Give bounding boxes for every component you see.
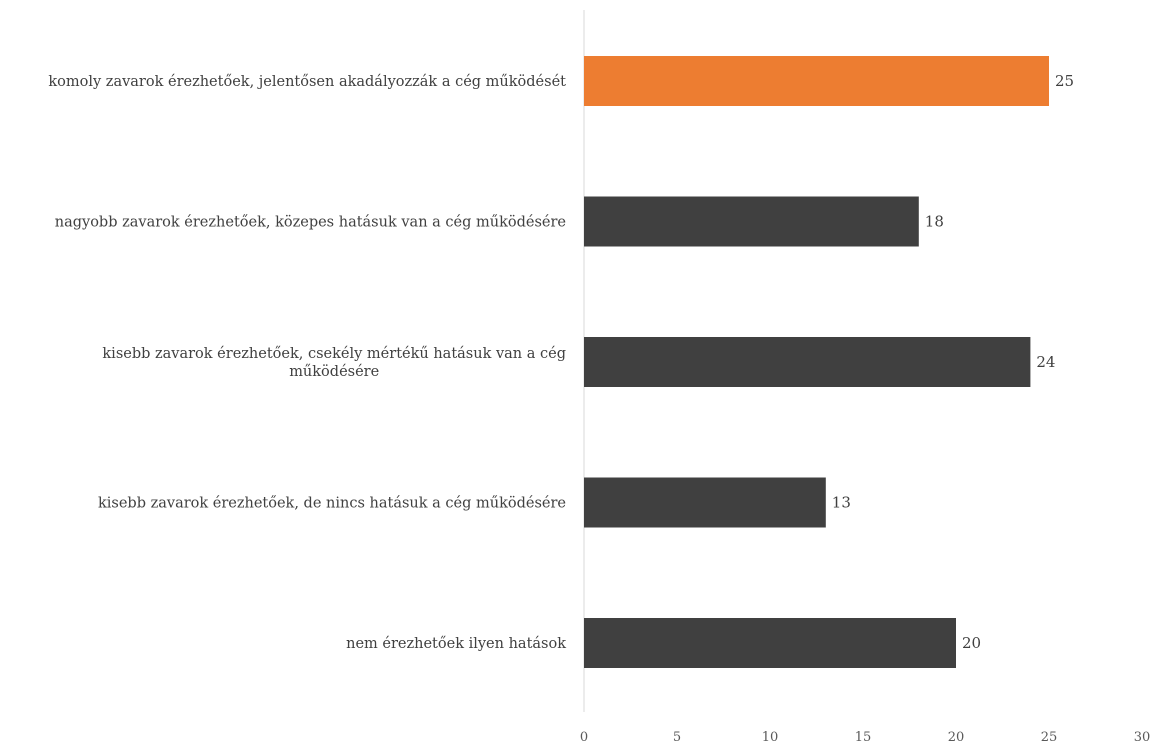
category-label-line: kisebb zavarok érezhetőek, de nincs hatá…	[98, 496, 566, 512]
category-label-2: nagyobb zavarok érezhetőek, közepes hatá…	[55, 215, 566, 231]
bar-1	[584, 56, 1049, 106]
value-label-3: 24	[1036, 353, 1055, 371]
bar-3	[584, 337, 1031, 387]
value-label-2: 18	[925, 213, 944, 231]
x-tick-label-0: 0	[580, 730, 588, 745]
value-label-1: 25	[1055, 72, 1074, 90]
category-label-line: nagyobb zavarok érezhetőek, közepes hatá…	[55, 215, 566, 231]
x-tick-label-10: 10	[762, 730, 779, 745]
category-label-line: működésére	[289, 364, 379, 380]
bar-2	[584, 196, 919, 247]
category-label-line: nem érezhetőek ilyen hatások	[346, 636, 566, 652]
x-tick-label-5: 5	[673, 730, 681, 745]
value-label-5: 20	[962, 634, 981, 652]
category-label-line: kisebb zavarok érezhetőek, csekély mérté…	[102, 346, 566, 362]
bar-4	[584, 477, 826, 528]
x-tick-label-20: 20	[948, 730, 965, 745]
category-label-1: komoly zavarok érezhetőek, jelentősen ak…	[48, 74, 566, 90]
x-tick-label-25: 25	[1041, 730, 1058, 745]
value-label-4: 13	[832, 494, 851, 512]
category-label-3: kisebb zavarok érezhetőek, csekély mérté…	[102, 346, 566, 380]
category-label-5: nem érezhetőek ilyen hatások	[346, 636, 566, 652]
category-label-4: kisebb zavarok érezhetőek, de nincs hatá…	[98, 496, 566, 512]
x-tick-label-15: 15	[855, 730, 872, 745]
category-label-line: komoly zavarok érezhetőek, jelentősen ak…	[48, 74, 566, 90]
x-tick-label-30: 30	[1134, 730, 1151, 745]
bar-5	[584, 618, 956, 668]
